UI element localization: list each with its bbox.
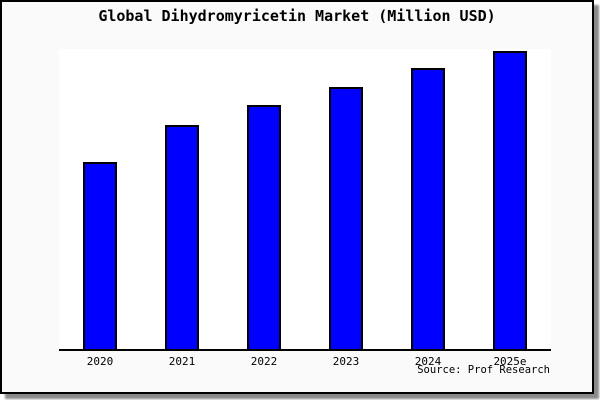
bar-slot — [141, 49, 223, 349]
chart-frame: Global Dihydromyricetin Market (Million … — [0, 0, 594, 394]
bar-slot — [469, 49, 551, 349]
x-tick-label-2021: 2021 — [168, 355, 196, 368]
source-credit: Source: Prof Research — [417, 364, 550, 376]
bar-2022 — [247, 105, 281, 349]
plot-area — [59, 49, 551, 351]
x-tick-label-2023: 2023 — [332, 355, 360, 368]
bar-slot — [59, 49, 141, 349]
bar-2024 — [411, 68, 445, 349]
bar-2021 — [165, 124, 199, 349]
x-tick-label-2022: 2022 — [250, 355, 278, 368]
bar-2025e — [493, 50, 527, 349]
x-tick-label-2025e: 2025e — [493, 355, 527, 368]
bar-2023 — [329, 87, 363, 349]
bar-slot — [387, 49, 469, 349]
x-tick-label-2024: 2024 — [414, 355, 442, 368]
bar-slot — [223, 49, 305, 349]
x-tick-label-2020: 2020 — [86, 355, 114, 368]
bar-slot — [305, 49, 387, 349]
x-axis: 2020 2021 2022 2023 2024 2025e — [59, 355, 551, 368]
bar-2020 — [83, 162, 117, 349]
chart-title: Global Dihydromyricetin Market (Million … — [98, 7, 496, 25]
